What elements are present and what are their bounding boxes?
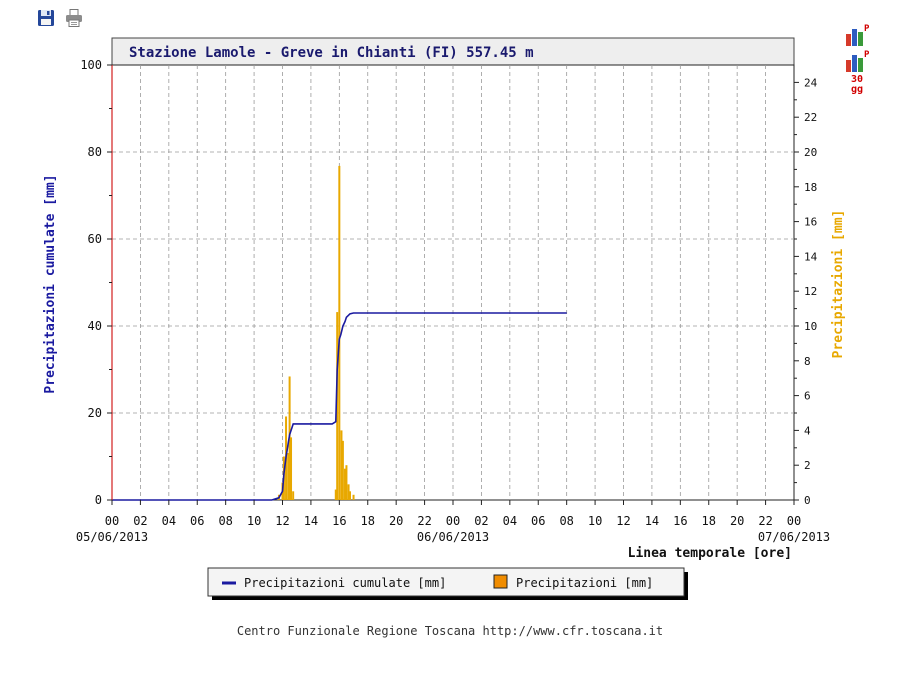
x-tick-label: 10 (588, 514, 602, 528)
precip-bar (352, 494, 355, 500)
precip-bar (344, 468, 347, 500)
x-tick-label: 20 (389, 514, 403, 528)
y-right-tick-label: 22 (804, 111, 817, 124)
precip-bar (334, 489, 337, 500)
precip-bar (336, 312, 339, 500)
precip-bar (347, 484, 350, 500)
precip-bar (348, 491, 351, 500)
y-left-tick-label: 80 (88, 145, 102, 159)
chart-title: Stazione Lamole - Greve in Chianti (FI) … (129, 45, 534, 61)
printer-icon[interactable] (64, 8, 84, 28)
y-right-tick-label: 6 (804, 390, 811, 403)
legend-swatch-hourly (493, 574, 508, 589)
precip-bar (288, 376, 291, 500)
x-tick-label: 22 (758, 514, 772, 528)
precip-bar (281, 482, 284, 500)
x-tick-label: 16 (673, 514, 687, 528)
x-tick-label: 02 (133, 514, 147, 528)
date-label: 06/06/2013 (417, 530, 489, 544)
x-tick-label: 12 (616, 514, 630, 528)
x-tick-label: 14 (304, 514, 318, 528)
precip-bar (338, 165, 341, 501)
precip-bar (277, 494, 280, 500)
y-right-tick-label: 2 (804, 459, 811, 472)
y-left-tick-label: 60 (88, 232, 102, 246)
bar-chart-p-30gg-icon[interactable]: P 30 gg (842, 48, 872, 94)
toolbar (36, 8, 84, 28)
x-tick-label: 08 (218, 514, 232, 528)
y-right-tick-label: 12 (804, 285, 817, 298)
y-left-tick-label: 100 (80, 58, 102, 72)
x-tick-label: 12 (275, 514, 289, 528)
x-tick-label: 18 (361, 514, 375, 528)
legend-label-cumulative: Precipitazioni cumulate [mm] (244, 576, 446, 590)
legend-box (207, 567, 685, 597)
x-tick-label: 08 (559, 514, 573, 528)
x-tick-label: 20 (730, 514, 744, 528)
x-tick-label: 04 (162, 514, 176, 528)
y-right-tick-label: 14 (804, 250, 818, 263)
y-right-tick-label: 18 (804, 181, 817, 194)
x-tick-label: 04 (503, 514, 517, 528)
y-right-tick-label: 16 (804, 216, 817, 229)
precip-bar (285, 416, 288, 500)
floppy-disk-icon[interactable] (36, 8, 56, 28)
y-right-tick-label: 20 (804, 146, 817, 159)
x-tick-label: 00 (446, 514, 460, 528)
precip-bar (340, 430, 343, 500)
side-btn-label-line1: 30 (851, 74, 863, 85)
footer-credit: Centro Funzionale Regione Toscana http:/… (236, 624, 664, 638)
precip-bar (341, 440, 344, 500)
precip-bar (292, 491, 295, 500)
title-bar (111, 37, 795, 67)
y-right-label: Precipitazioni [mm] (831, 210, 846, 359)
x-tick-label: 00 (105, 514, 119, 528)
y-left-tick-label: 40 (88, 319, 102, 333)
precip-bar (287, 453, 290, 500)
y-right-tick-label: 24 (804, 76, 818, 89)
y-right-tick-label: 4 (804, 424, 811, 437)
y-right-tick-label: 0 (804, 494, 811, 507)
x-tick-label: 18 (702, 514, 716, 528)
y-left-tick-label: 20 (88, 406, 102, 420)
date-label: 07/06/2013 (758, 530, 830, 544)
x-tick-label: 06 (531, 514, 545, 528)
svg-text:P: P (864, 50, 870, 60)
svg-text:P: P (864, 24, 870, 34)
legend-shadow (212, 572, 688, 600)
legend-label-hourly: Precipitazioni [mm] (516, 576, 653, 590)
x-tick-label: 02 (474, 514, 488, 528)
precip-bar (282, 456, 285, 500)
y-left-tick-label: 0 (95, 493, 102, 507)
side-btn-label-line2: gg (851, 84, 863, 94)
date-label: 05/06/2013 (76, 530, 148, 544)
bar-chart-p-icon[interactable]: P (842, 22, 872, 48)
x-tick-label: 06 (190, 514, 204, 528)
x-axis-label: Linea temporale [ore] (628, 546, 792, 561)
precip-bar (345, 465, 348, 500)
y-right-tick-label: 8 (804, 355, 811, 368)
x-tick-label: 16 (332, 514, 346, 528)
cumulative-line (112, 312, 567, 501)
x-tick-label: 00 (787, 514, 801, 528)
x-tick-label: 10 (247, 514, 261, 528)
plot-area (111, 64, 795, 501)
side-icons: P P 30 gg (842, 22, 872, 94)
precip-bar (290, 437, 293, 500)
x-tick-label: 14 (645, 514, 659, 528)
y-right-tick-label: 10 (804, 320, 817, 333)
x-tick-label: 22 (417, 514, 431, 528)
y-left-label: Precipitazioni cumulate [mm] (43, 174, 58, 393)
